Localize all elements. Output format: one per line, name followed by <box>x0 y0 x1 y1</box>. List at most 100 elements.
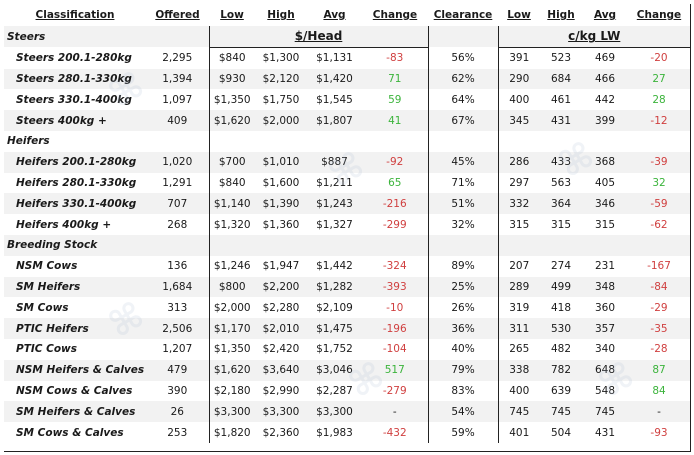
offered-cell: 313 <box>167 301 188 314</box>
change-ckg-cell: -29 <box>650 301 668 314</box>
classification-cell: Steers 400kg + <box>4 110 146 131</box>
classification-cell: Steers 330.1-400kg <box>16 93 132 106</box>
low-cell: $2,000 <box>208 297 255 319</box>
change-ckg-cell: -93 <box>650 426 668 439</box>
header-classification: Classification <box>35 9 115 21</box>
clearance-cell: 56% <box>428 47 499 69</box>
high-ckg-cell: 782 <box>540 359 582 381</box>
blank-cell <box>628 131 690 152</box>
classification-cell: SM Heifers <box>4 276 146 298</box>
offered-cell: 1,207 <box>162 343 193 356</box>
clearance-cell: 32% <box>428 214 499 235</box>
high-cell: $3,640 <box>255 359 307 381</box>
low-cell: $1,350 <box>208 89 255 111</box>
offered-cell: 1,020 <box>146 151 209 173</box>
change-ckg-cell: -12 <box>628 110 690 131</box>
high-ckg-cell: 433 <box>540 151 582 173</box>
blank-cell <box>208 234 255 256</box>
blank-cell <box>146 26 209 48</box>
avg-ckg-cell: 548 <box>594 384 616 397</box>
high-ckg-cell: 418 <box>550 301 572 314</box>
clearance-cell: 59% <box>428 422 499 443</box>
table-row: SM Cows 313 $2,000 $2,280 $2,109 -10 26% 319 418… <box>4 297 690 319</box>
avg-ckg-cell: 399 <box>582 110 628 131</box>
low-ckg-cell: 400 <box>509 93 530 106</box>
high-ckg-cell: 274 <box>550 260 572 273</box>
avg-ckg-cell: 360 <box>594 301 616 314</box>
table-row: SM Heifers 1,684 $800 $2,200 $1,282 -393 25% 28… <box>4 276 690 298</box>
high-cell: $2,010 <box>255 318 307 339</box>
change-cell: -92 <box>362 151 429 173</box>
clearance-cell: 51% <box>428 193 499 215</box>
avg-ckg-cell: 368 <box>582 151 628 173</box>
offered-cell: 1,097 <box>162 93 193 106</box>
low-ckg-cell: 319 <box>509 301 530 314</box>
change-cell: 59 <box>362 89 429 111</box>
avg-ckg-cell: 340 <box>594 343 616 356</box>
low-cell: $1,246 <box>208 255 255 277</box>
low-cell: $2,180 <box>208 380 255 402</box>
blank-cell <box>540 131 582 152</box>
unit-head-label: $/Head <box>208 26 429 48</box>
high-ckg-cell: 499 <box>540 276 582 298</box>
change-cell: - <box>362 401 429 423</box>
avg-cell: $3,046 <box>307 359 362 381</box>
change-cell: 65 <box>362 172 429 194</box>
high-cell: $1,010 <box>255 151 307 173</box>
avg-ckg-cell: 357 <box>582 318 628 339</box>
avg-ckg-cell: 469 <box>594 52 616 65</box>
clearance-cell: 25% <box>428 276 499 298</box>
low-ckg-cell: 745 <box>498 401 540 423</box>
table-row: SM Cows & Calves 253 $1,820 $2,360 $1,983 -43… <box>4 422 690 443</box>
high-ckg-cell: 563 <box>550 176 572 189</box>
avg-cell: $1,807 <box>307 110 362 131</box>
blank-cell <box>208 130 255 152</box>
blank-cell <box>362 130 429 152</box>
high-ckg-cell: 745 <box>540 401 582 423</box>
offered-cell: 253 <box>167 426 188 439</box>
change-cell: 517 <box>362 359 429 381</box>
high-cell: $1,390 <box>255 193 307 215</box>
classification-cell: Heifers 280.1-330kg <box>16 176 137 189</box>
change-cell: 71 <box>362 68 429 90</box>
blank-cell <box>307 234 362 256</box>
offered-cell: 2,295 <box>162 51 193 64</box>
table-row: Heifers 330.1-400kg 707 $1,140 $1,390 $1,243… <box>4 193 690 215</box>
avg-cell: $3,300 <box>307 401 362 423</box>
change-cell: -10 <box>362 297 429 319</box>
offered-cell: 409 <box>146 110 209 131</box>
table-row: SM Heifers & Calves 26 $3,300 $3,300 $3,300-… <box>4 401 690 423</box>
classification-cell: Heifers 400kg + <box>16 218 112 231</box>
header-clearance: Clearance <box>433 9 493 21</box>
avg-cell: $1,282 <box>307 276 362 298</box>
blank-cell <box>498 131 540 152</box>
low-cell: $930 <box>208 68 255 90</box>
low-cell: $700 <box>208 151 255 173</box>
avg-ckg-cell: 466 <box>582 68 628 90</box>
low-ckg-cell: 311 <box>498 318 540 339</box>
clearance-cell: 40% <box>428 338 499 360</box>
high-cell: $2,200 <box>255 276 307 298</box>
offered-cell: 136 <box>167 260 188 273</box>
avg-ckg-cell: 648 <box>582 359 628 381</box>
avg-cell: $1,983 <box>316 426 353 439</box>
high-ckg-cell: 461 <box>550 93 572 106</box>
section-row: Breeding Stock <box>4 234 690 256</box>
clearance-cell: 62% <box>428 68 499 90</box>
header-offered: Offered <box>155 9 200 21</box>
high-ckg-cell: 530 <box>540 318 582 339</box>
blank-cell <box>146 234 209 256</box>
table-row: PTIC Heifers 2,506 $1,170 $2,010 $1,475 -196 3… <box>4 318 690 339</box>
high-ckg-cell: 523 <box>550 52 572 65</box>
high-cell: $2,360 <box>262 426 300 439</box>
table-row: NSM Heifers & Calves 479 $1,620 $3,640 $3,04… <box>4 359 690 381</box>
classification-cell: NSM Cows & Calves <box>16 384 133 397</box>
high-ckg-cell: 504 <box>550 426 572 439</box>
low-ckg-cell: 315 <box>509 218 530 231</box>
clearance-cell: 67% <box>428 110 499 131</box>
avg-cell: $1,442 <box>316 260 353 273</box>
classification-cell: PTIC Heifers <box>4 318 146 339</box>
high-ckg-cell: 639 <box>550 384 572 397</box>
low-cell: $1,620 <box>208 359 255 381</box>
unit-ckg-label: c/kg LW <box>498 26 690 48</box>
